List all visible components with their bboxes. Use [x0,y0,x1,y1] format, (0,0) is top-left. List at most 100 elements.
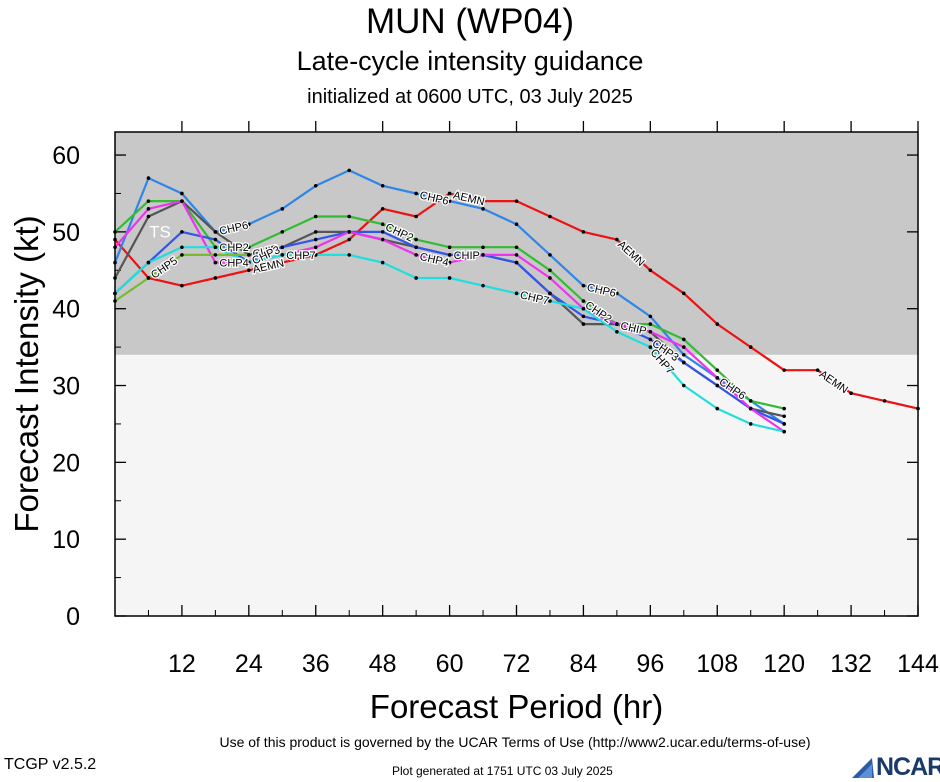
data-point [882,399,887,403]
data-point [782,422,786,426]
data-point [313,230,318,234]
data-point [414,253,418,257]
data-point [782,406,786,411]
data-point [213,245,218,250]
data-point [380,183,385,188]
data-point [648,314,653,319]
series-label-group: CHP2 [218,241,250,256]
terms-of-use: Use of this product is governed by the U… [219,734,811,750]
data-point [548,253,552,257]
data-point [514,199,519,203]
data-point [548,276,552,280]
ncar-logo: NCAR [850,752,940,781]
x-tick-label: 72 [503,650,531,678]
data-point [247,222,251,226]
data-point [615,322,619,326]
data-point [782,368,786,372]
data-point [681,345,686,349]
data-point [548,299,552,303]
data-point [447,191,452,196]
data-point [313,245,318,250]
data-point [815,368,820,372]
data-point [414,214,418,219]
data-point [247,253,251,257]
data-point [347,168,352,173]
x-tick-label: 24 [235,650,263,678]
y-axis-label: Forecast Intensity (kt) [8,215,45,532]
data-point [648,345,653,349]
data-point [548,268,552,273]
data-point [648,322,653,326]
data-point [581,314,586,319]
data-point [615,237,619,242]
data-point [715,376,720,380]
x-tick-label: 12 [168,650,196,678]
generated-time: Plot generated at 1751 UTC 03 July 2025 [392,764,613,778]
data-point [213,237,218,242]
data-point [581,230,586,234]
data-point [681,360,686,365]
data-point [213,260,218,265]
data-point [380,237,385,242]
data-point [481,245,485,250]
data-point [849,391,853,396]
data-point [514,253,519,257]
data-point [247,245,251,250]
data-point [681,383,686,388]
data-point [447,276,452,280]
data-point [146,214,151,219]
data-point [581,299,586,303]
data-point [313,214,318,219]
data-point [681,291,686,296]
series-label: CHIP [454,250,480,262]
data-point [581,306,586,311]
data-point [748,399,753,403]
data-point [247,260,251,265]
data-point [447,260,452,265]
data-point [146,176,151,180]
data-point [414,245,418,250]
version-label: TCGP v2.5.2 [4,756,97,773]
data-point [782,414,786,419]
tropical-storm-band [115,132,918,355]
data-point [615,329,619,334]
data-point [648,337,653,342]
x-tick-label: 132 [830,650,872,678]
x-axis-label: Forecast Period (hr) [370,688,663,725]
data-point [280,260,285,265]
data-point [213,253,218,257]
ts-band-label: TS [149,222,171,241]
data-point [481,199,485,203]
x-tick-label: 108 [696,650,738,678]
data-point [715,368,720,372]
data-point [280,245,285,250]
data-point [313,253,318,257]
y-tick-label: 10 [52,526,80,554]
y-tick-label: 20 [52,449,80,477]
series-label: CHP7 [286,250,315,262]
data-point [347,253,352,257]
ncar-logo-text: NCAR [876,753,940,781]
data-point [581,283,586,288]
data-point [514,291,519,296]
data-point [447,253,452,257]
init-time: initialized at 0600 UTC, 03 July 2025 [307,86,633,108]
data-point [748,345,753,349]
data-point [213,230,218,234]
data-point [548,214,552,219]
x-tick-label: 60 [436,650,464,678]
data-point [347,230,352,234]
data-point [146,199,151,203]
x-tick-label: 96 [636,650,664,678]
data-point [280,230,285,234]
data-point [514,260,519,265]
y-tick-label: 60 [52,142,80,170]
data-point [280,253,285,257]
data-point [548,291,552,296]
data-point [481,207,485,211]
data-point [447,199,452,203]
data-point [347,214,352,219]
data-point [514,245,519,250]
data-point [447,245,452,250]
